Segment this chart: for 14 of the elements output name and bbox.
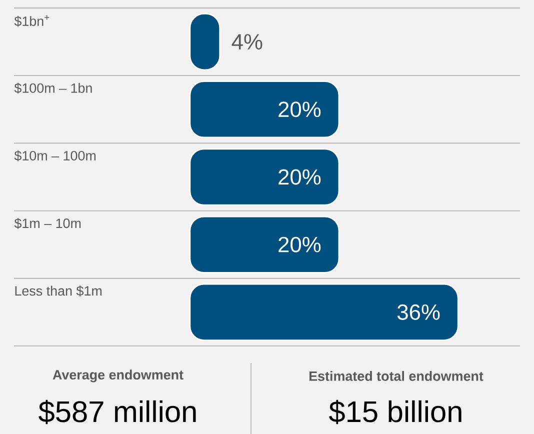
data-label: 36% <box>397 304 440 320</box>
y-tick-label: $100m – 1bn <box>14 82 92 94</box>
text: $15 billion <box>329 400 462 424</box>
data-label: 20% <box>278 236 321 252</box>
data-label: 4% <box>232 34 262 50</box>
data-label: 20% <box>278 101 321 117</box>
y-tick-label: $1bn$^{+}$ <box>14 14 50 27</box>
text: $587 million <box>38 400 196 424</box>
data-label: 20% <box>278 168 321 185</box>
y-tick-label: $10m – 100m <box>14 150 96 162</box>
text: Estimated total endowment <box>309 370 484 381</box>
y-tick-label: Less than $1m <box>15 285 102 296</box>
y-tick-label: $1m – 10m <box>14 218 81 229</box>
text: Average endowment <box>52 369 184 382</box>
